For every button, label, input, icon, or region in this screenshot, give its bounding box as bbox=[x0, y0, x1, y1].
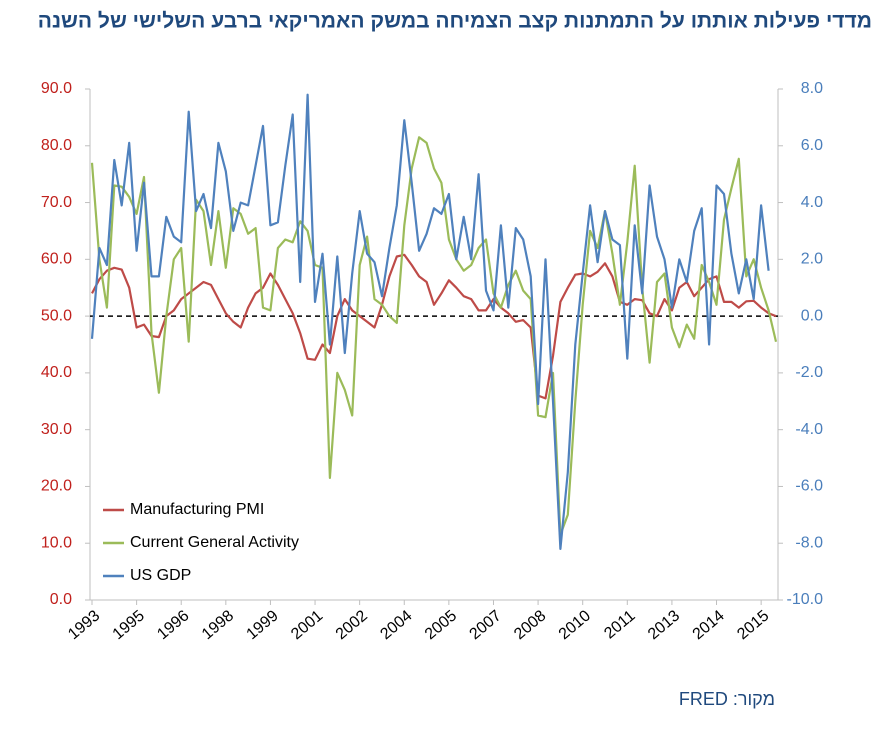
legend-label: US GDP bbox=[130, 567, 191, 584]
source-note: מקור: FRED bbox=[679, 689, 775, 709]
y2-tick-label: 6.0 bbox=[801, 137, 823, 154]
y-tick-label: 20.0 bbox=[41, 478, 72, 495]
y-tick-label: 70.0 bbox=[41, 194, 72, 211]
y-tick-label: 90.0 bbox=[41, 80, 72, 97]
x-tick-label: 2007 bbox=[467, 607, 505, 643]
x-tick-label: 2001 bbox=[288, 607, 326, 643]
y2-tick-label: -2.0 bbox=[795, 364, 823, 381]
y2-tick-label: 2.0 bbox=[801, 251, 823, 268]
x-tick-label: 2014 bbox=[690, 607, 728, 643]
y-tick-label: 50.0 bbox=[41, 307, 72, 324]
y2-tick-label: 4.0 bbox=[801, 194, 823, 211]
y2-tick-label: 8.0 bbox=[801, 80, 823, 97]
y2-tick-label: -6.0 bbox=[795, 478, 823, 495]
x-tick-label: 2013 bbox=[645, 607, 683, 643]
x-tick-label: 1996 bbox=[154, 607, 192, 643]
y-tick-label: 30.0 bbox=[41, 421, 72, 438]
y2-tick-label: 0.0 bbox=[801, 307, 823, 324]
x-tick-label: 2010 bbox=[556, 607, 594, 643]
x-tick-label: 2015 bbox=[734, 607, 772, 643]
y2-tick-label: -10.0 bbox=[787, 591, 824, 608]
series-line bbox=[90, 93, 770, 550]
y-tick-label: 40.0 bbox=[41, 364, 72, 381]
series-line bbox=[91, 253, 777, 400]
x-tick-label: 1993 bbox=[65, 607, 103, 643]
x-tick-label: 2002 bbox=[333, 607, 371, 643]
x-tick-label: 1998 bbox=[199, 607, 237, 643]
x-tick-label: 2011 bbox=[601, 607, 638, 642]
y-tick-label: 60.0 bbox=[41, 251, 72, 268]
x-tick-label: 2005 bbox=[422, 607, 460, 643]
legend-label: Manufacturing PMI bbox=[130, 501, 264, 518]
chart-title: מדדי פעילות אותתו על התמתנות קצב הצמיחה … bbox=[38, 10, 872, 33]
y-tick-label: 0.0 bbox=[50, 591, 72, 608]
y-tick-label: 10.0 bbox=[41, 534, 72, 551]
y-tick-label: 80.0 bbox=[41, 137, 72, 154]
legend-label: Current General Activity bbox=[130, 534, 299, 551]
x-tick-label: 2008 bbox=[511, 607, 549, 643]
y2-tick-label: -4.0 bbox=[795, 421, 823, 438]
x-tick-label: 1999 bbox=[244, 607, 282, 643]
x-tick-label: 1995 bbox=[110, 607, 148, 643]
y2-tick-label: -8.0 bbox=[795, 534, 823, 551]
series-line bbox=[90, 136, 778, 536]
x-tick-label: 2004 bbox=[377, 607, 415, 643]
